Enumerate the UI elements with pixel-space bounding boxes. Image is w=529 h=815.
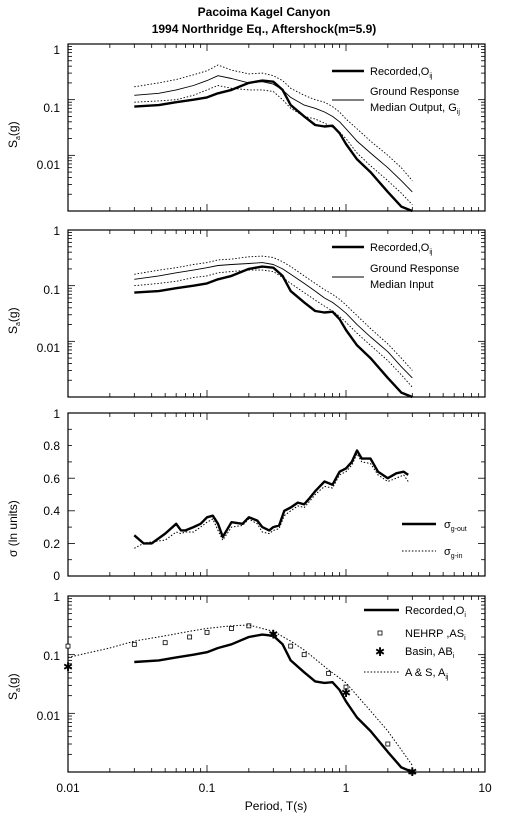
- panel-3-ytick-5: 0.2: [43, 537, 60, 551]
- panel-3-series-1-line: [133, 449, 409, 545]
- panel-3-frame: [67, 412, 486, 577]
- basin-point: ✱: [341, 686, 351, 700]
- panel-1-legend-recorded: Recorded,Oij: [370, 66, 433, 80]
- panel-1-legend-ground-response: Ground Response: [370, 86, 459, 98]
- panel-4-legend-basin: Basin, ABi: [405, 646, 455, 660]
- panel-1-series-3-line: [134, 64, 413, 181]
- panel-4-legend-recorded: Recorded,Oi: [405, 605, 466, 619]
- basin-point: ✱: [268, 628, 278, 642]
- panel-2-legend-ground-response: Ground Response: [370, 263, 459, 275]
- nehrp-point: [288, 643, 294, 649]
- panel-2: 1 0.1 0.01 Sa(g) Recorded,Oij Ground Res…: [6, 224, 486, 399]
- nehrp-point: [204, 629, 210, 635]
- panel-2-ylabel: Sa(g): [6, 307, 22, 334]
- panel-4-legend-basin-marker: ✱: [375, 645, 385, 659]
- xtick-1: 1: [343, 781, 350, 795]
- panel-1-ytick-2: 0.1: [43, 101, 60, 115]
- nehrp-point: [65, 643, 71, 649]
- basin-point: ✱: [63, 660, 73, 674]
- panel-4-series-4-line: [67, 624, 413, 766]
- panel-2-series-1-line: [134, 265, 413, 399]
- panel-2-ytick-1: 1: [53, 224, 60, 238]
- panel-2-series-layer: [134, 255, 413, 399]
- panel-4-ytick-2: 0.1: [43, 649, 60, 663]
- panel-1-legend: Recorded,Oij Ground Response Median Outp…: [332, 66, 460, 116]
- panel-1-frame: [67, 43, 486, 212]
- nehrp-point: [131, 641, 137, 647]
- panel-1-ylabel: Sa(g): [6, 121, 22, 148]
- nehrp-point: [301, 652, 307, 658]
- panel-3-ytick-4: 0.4: [43, 504, 60, 518]
- panel-1-series-layer: [134, 64, 413, 213]
- panel-4-series-layer: ✱ ✱ ✱ ✱: [63, 623, 417, 779]
- xtick-0.01: 0.01: [56, 781, 80, 795]
- panel-1-ticks: [67, 44, 485, 212]
- panel-1-legend-median-output: Median Output, Gij: [370, 102, 460, 116]
- panel-2-ytick-2: 0.1: [43, 283, 60, 297]
- panel-4-ylabel: Sa(g): [6, 673, 22, 700]
- panel-1-series-1-line: [134, 79, 413, 213]
- panel-3-ticks: [67, 412, 485, 577]
- nehrp-point: [409, 769, 415, 775]
- panel-3-ytick-3: 0.6: [43, 472, 60, 486]
- panel-3-series-2-line: [134, 453, 409, 549]
- nehrp-point: [162, 640, 168, 646]
- x-axis-label: Period, T(s): [245, 799, 307, 813]
- panel-1-ytick-3: 0.01: [37, 158, 61, 172]
- panel-4-legend-as: A & S, Aij: [405, 667, 449, 681]
- panel-2-frame: [67, 229, 486, 398]
- panel-1-ytick-1: 1: [53, 43, 60, 57]
- panel-4-legend-nehrp: NEHRP ,ASi: [405, 628, 466, 642]
- panel-3-ylabel: σ (ln units): [6, 500, 20, 557]
- panel-3: 1 0.8 0.6 0.4 0.2 0 σ (ln units) σg-out …: [6, 407, 486, 583]
- figure-title-line2: 1994 Northridge Eq., Aftershock(m=5.9): [152, 22, 377, 36]
- panel-2-legend-recorded: Recorded,Oij: [370, 242, 433, 256]
- xtick-10: 10: [478, 781, 492, 795]
- panel-3-legend-gin: σg-in: [444, 546, 463, 560]
- nehrp-point: [326, 670, 332, 676]
- panel-2-ytick-3: 0.01: [37, 341, 61, 355]
- panel-3-legend: σg-out σg-in: [402, 519, 467, 560]
- panel-2-legend-median-input: Median Input: [370, 279, 434, 291]
- panel-3-ytick-6: 0: [53, 569, 60, 583]
- nehrp-point: [343, 684, 349, 690]
- panel-3-series-layer: [133, 449, 409, 549]
- panel-4-ticks: [67, 596, 485, 773]
- panel-2-series-2-line: [134, 262, 413, 379]
- panel-4-series-1-line: [134, 633, 413, 774]
- panel-2-ticks: [67, 230, 485, 398]
- nehrp-point: [270, 632, 276, 637]
- nehrp-point: [187, 634, 193, 640]
- basin-point: ✱: [407, 765, 417, 779]
- panel-3-legend-gout: σg-out: [444, 519, 467, 533]
- panel-3-ytick-2: 0.8: [43, 439, 60, 453]
- nehrp-point: [385, 741, 391, 747]
- nehrp-point: [229, 626, 234, 631]
- panel-4-frame: [67, 595, 486, 773]
- xtick-0.1: 0.1: [199, 781, 216, 795]
- panel-3-ytick-1: 1: [53, 407, 60, 421]
- panel-1-series-4-line: [134, 85, 413, 206]
- panel-1: 1 0.1 0.01 Sa(g) Recorded,Oij Ground Res…: [6, 43, 486, 213]
- panel-2-legend: Recorded,Oij Ground Response Median Inpu…: [332, 242, 459, 291]
- panel-4-ytick-1: 1: [53, 590, 60, 604]
- panel-4: 1 0.1 0.01 Sa(g) ✱ ✱ ✱ ✱ Recorded,Oi NEHRP …: [6, 590, 486, 779]
- panel-4-legend: Recorded,Oi NEHRP ,ASi ✱ Basin, ABi A & …: [364, 605, 466, 681]
- panel-4-ytick-3: 0.01: [37, 709, 61, 723]
- panel-4-legend-nehrp-marker: [377, 630, 383, 636]
- figure-title-line1: Pacoima Kagel Canyon: [198, 5, 331, 19]
- panel-1-series-2-line: [134, 75, 413, 193]
